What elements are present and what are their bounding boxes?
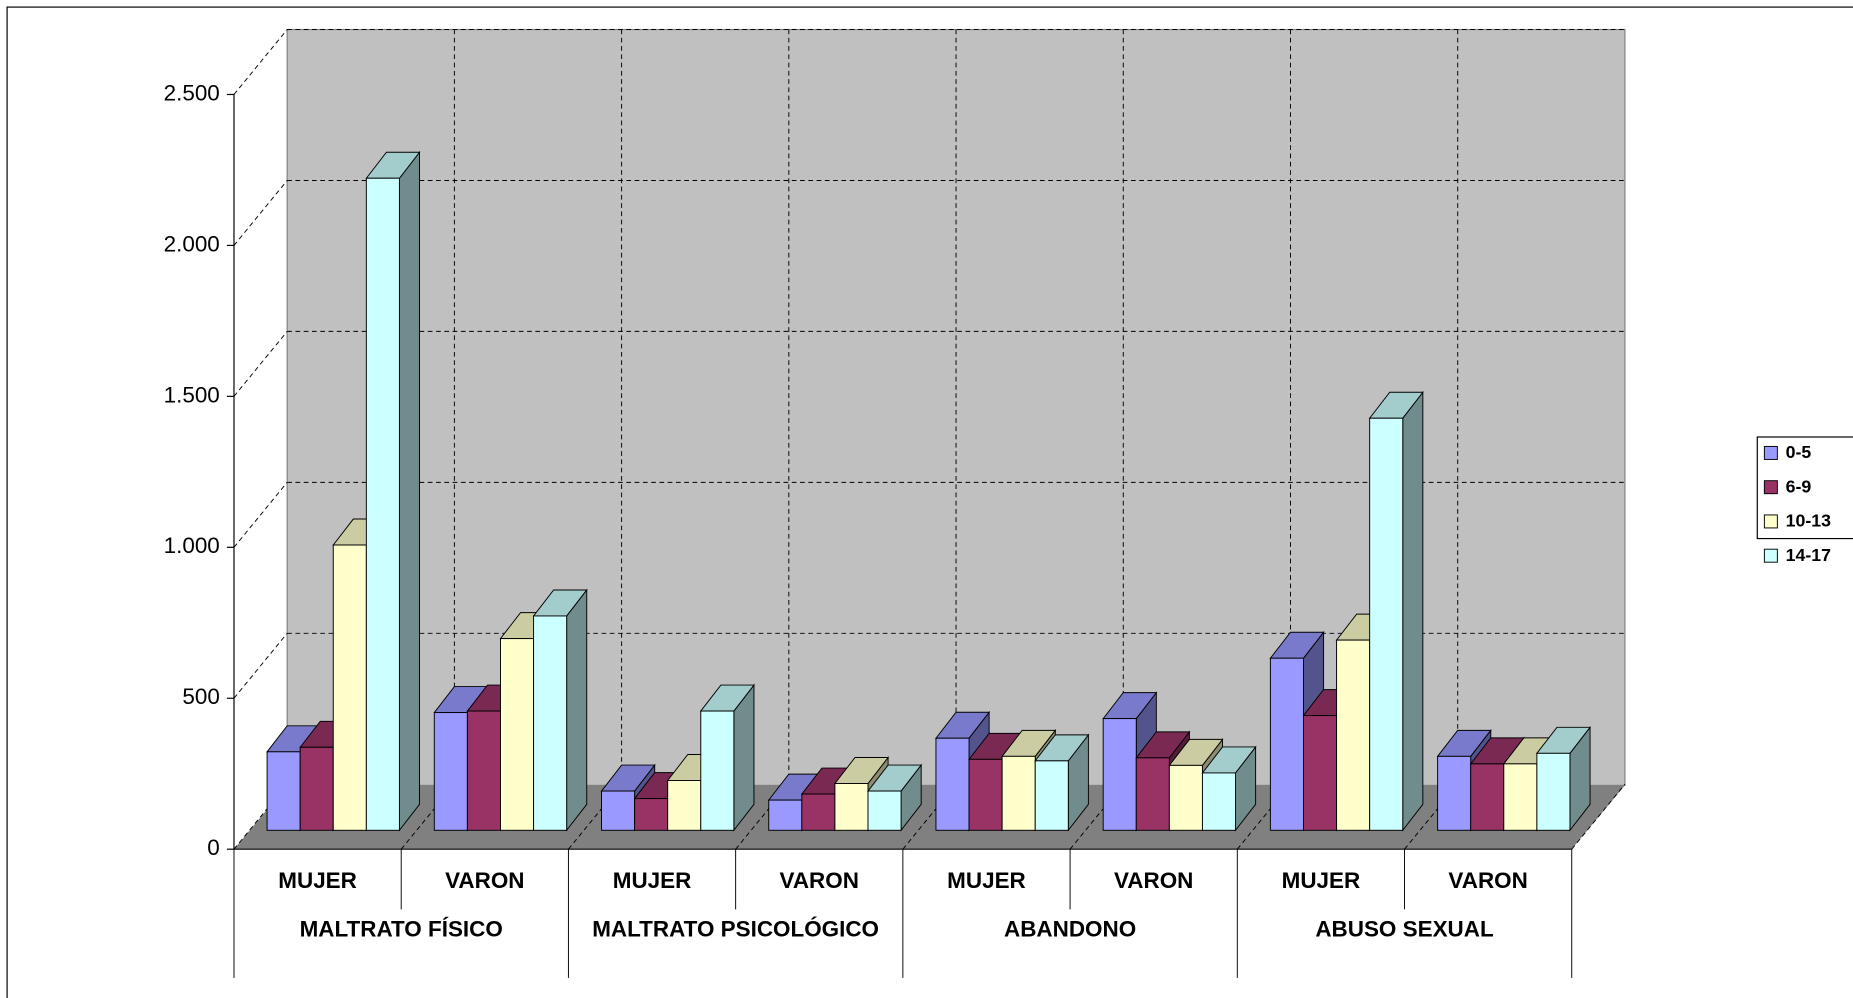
grid-line: [233, 29, 288, 95]
group-label: ABANDONO: [1004, 917, 1136, 942]
bar: [1536, 752, 1571, 831]
x-tick-label: MUJER: [947, 868, 1026, 893]
bar: [1437, 755, 1472, 831]
bar: [1369, 417, 1404, 831]
legend-label: 14-17: [1786, 545, 1831, 565]
bar: [1201, 772, 1237, 831]
y-tick-label: 2.000: [164, 231, 220, 256]
y-tick-label: 1.500: [164, 382, 220, 407]
bar: [1168, 764, 1203, 831]
bar: [332, 544, 367, 831]
bar-side: [398, 150, 420, 832]
bar: [968, 758, 1003, 831]
bar: [299, 746, 334, 831]
grid-line: [233, 482, 288, 548]
x-tick-label: VARON: [445, 868, 524, 893]
bar: [935, 737, 970, 831]
x-tick-label: MUJER: [1282, 868, 1361, 893]
y-tick-label: 500: [182, 684, 219, 709]
y-tick-label: 2.500: [164, 80, 220, 105]
grid-line: [233, 180, 288, 246]
x-tick-label: VARON: [1114, 868, 1193, 893]
bar: [1303, 715, 1338, 831]
floor-line: [1571, 783, 1626, 850]
y-tick-label: 1.000: [164, 533, 220, 558]
bar: [601, 790, 636, 831]
bar: [500, 638, 535, 831]
bar: [834, 783, 869, 831]
group-label: MALTRATO FÍSICO: [300, 917, 503, 942]
legend-swatch: [1763, 445, 1778, 460]
grid-line: [233, 632, 288, 699]
bar: [1001, 755, 1036, 831]
side-wall: [233, 29, 288, 850]
bar: [1470, 763, 1505, 831]
x-tick-label: VARON: [1448, 868, 1527, 893]
bar: [433, 712, 468, 831]
bar: [801, 793, 836, 831]
bar: [365, 177, 400, 831]
bar: [533, 615, 568, 831]
bar: [1135, 757, 1170, 831]
x-tick-label: MUJER: [278, 868, 357, 893]
bars: [266, 150, 1592, 832]
legend-swatch: [1763, 514, 1778, 529]
bar: [466, 710, 501, 831]
x-tick-label: MUJER: [613, 868, 692, 893]
bar: [1034, 760, 1069, 831]
grid-line: [233, 331, 288, 397]
x-tick-label: VARON: [780, 868, 859, 893]
legend-label: 6-9: [1786, 476, 1812, 496]
group-label: ABUSO SEXUAL: [1315, 917, 1494, 942]
y-tick-label: 0: [207, 835, 219, 860]
bar: [266, 751, 301, 831]
legend-swatch: [1763, 548, 1778, 563]
bar: [1102, 718, 1137, 831]
back-wall: [286, 28, 1626, 786]
bar: [1503, 763, 1538, 831]
bar: [700, 710, 735, 831]
bar: [1269, 657, 1304, 831]
bar: [634, 798, 669, 831]
bar: [867, 790, 902, 831]
bar: [768, 799, 803, 831]
legend-swatch: [1763, 480, 1778, 495]
group-label: MALTRATO PSICOLÓGICO: [592, 917, 879, 942]
legend-label: 0-5: [1786, 442, 1812, 462]
bar: [667, 780, 702, 831]
frame: [6, 6, 1853, 998]
bar: [1336, 639, 1371, 831]
legend-label: 10-13: [1786, 511, 1831, 531]
bar-side: [1402, 390, 1424, 832]
bar-side: [566, 588, 588, 832]
